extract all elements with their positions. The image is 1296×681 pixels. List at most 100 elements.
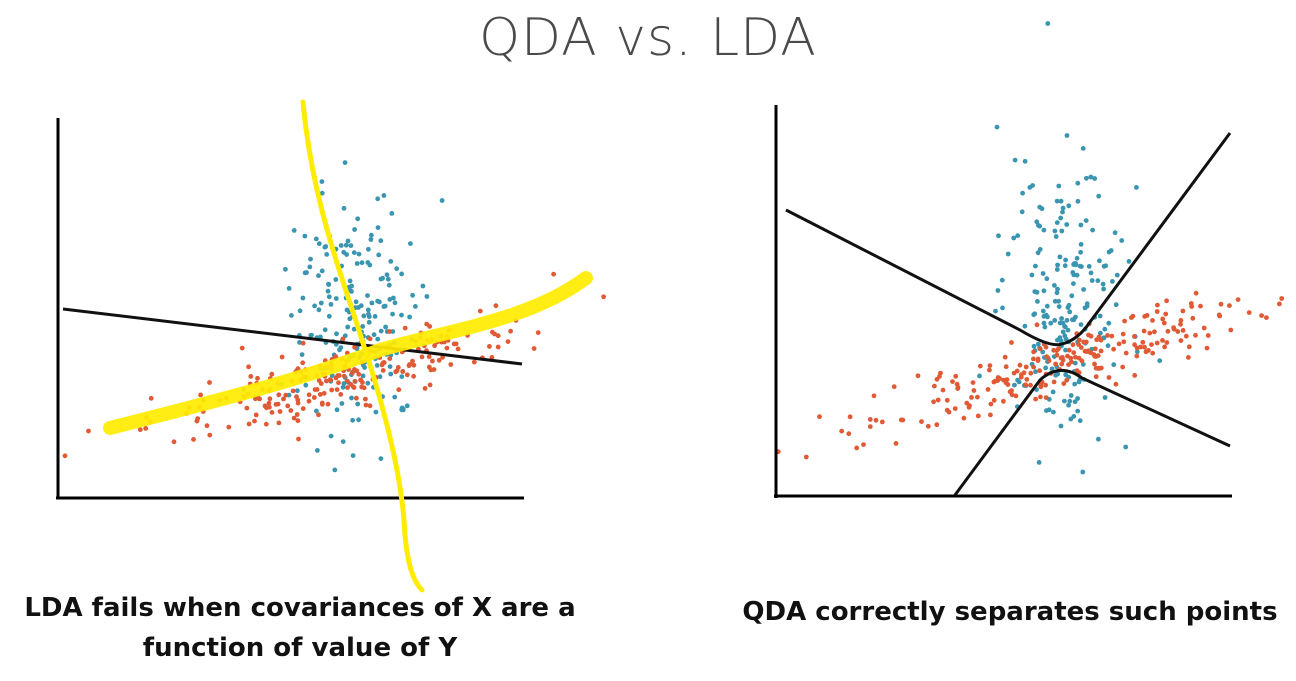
qda-class-a-point <box>1052 228 1058 234</box>
qda-class-b-point <box>1132 342 1137 348</box>
qda-class-b-point <box>1122 318 1127 324</box>
lda-class-b-point <box>601 294 606 300</box>
qda-class-a-point <box>1157 358 1163 364</box>
lda-class-b-point <box>338 392 344 397</box>
qda-class-b-point <box>988 401 994 407</box>
qda-class-b-point <box>1013 393 1019 399</box>
lda-class-a-point <box>378 328 384 334</box>
lda-class-a-point <box>291 228 297 233</box>
qda-class-b-point <box>1009 340 1014 345</box>
lda-class-b-point <box>148 395 154 401</box>
qda-class-b-point <box>891 384 897 390</box>
qda-class-b-point <box>975 413 981 419</box>
qda-class-a-point <box>1050 389 1056 395</box>
qda-class-b-point <box>1147 330 1153 336</box>
qda-class-b-point <box>893 441 899 446</box>
lda-class-a-point <box>369 300 375 306</box>
qda-class-b-point <box>969 395 974 400</box>
qda-class-b-point <box>1037 368 1042 374</box>
lda-class-b-point <box>495 344 501 350</box>
qda-class-b-point <box>1201 325 1207 331</box>
qda-class-a-point <box>1054 220 1060 226</box>
lda-class-a-point <box>408 241 413 247</box>
lda-class-b-point <box>359 384 365 390</box>
qda-class-a-point <box>1089 278 1095 283</box>
lda-class-a-point <box>303 382 309 388</box>
lda-class-a-point <box>323 244 329 249</box>
qda-class-b-point <box>1105 333 1110 338</box>
qda-class-b-point <box>1144 313 1150 318</box>
lda-class-a-point <box>366 246 371 252</box>
lda-class-b-point <box>267 396 273 402</box>
qda-class-b-point <box>803 454 809 460</box>
lda-class-b-point <box>246 364 252 370</box>
lda-class-b-point <box>424 321 430 327</box>
lda-class-b-point <box>427 382 433 388</box>
qda-class-b-point <box>991 379 997 385</box>
qda-class-a-point <box>1119 238 1125 243</box>
qda-class-a-point <box>1053 234 1059 239</box>
lda-class-a-point <box>388 371 394 377</box>
lda-class-a-point <box>324 252 330 257</box>
qda-class-a-point <box>1097 313 1103 319</box>
lda-class-b-point <box>266 400 272 406</box>
qda-class-a-point <box>1041 227 1047 233</box>
lda-class-b-point <box>348 382 354 387</box>
qda-class-b-point <box>1024 377 1030 382</box>
lda-class-b-point <box>367 403 373 409</box>
lda-class-b-point <box>352 367 357 372</box>
qda-class-a-point <box>1081 287 1086 292</box>
lda-class-a-point <box>351 326 357 332</box>
lda-class-a-point <box>332 467 338 473</box>
qda-class-b-point <box>1071 350 1077 355</box>
qda-class-a-point <box>1049 366 1055 372</box>
qda-class-b-point <box>1175 329 1181 334</box>
qda-class-a-point <box>993 308 998 314</box>
lda-class-b-point <box>300 360 306 366</box>
qda-class-b-point <box>988 412 993 418</box>
qda-class-b-point <box>1028 370 1034 376</box>
lda-class-b-point <box>276 392 282 398</box>
lda-class-a-point <box>375 298 380 304</box>
qda-class-a-point <box>1011 235 1017 241</box>
lda-class-b-point <box>336 380 341 386</box>
lda-class-a-point <box>392 394 398 400</box>
lda-class-a-point <box>334 407 340 413</box>
lda-class-a-point <box>366 314 372 320</box>
lda-class-a-point <box>404 403 410 409</box>
lda-class-b-point <box>306 398 312 404</box>
lda-class-a-point <box>351 250 357 256</box>
lda-class-b-point <box>295 418 301 424</box>
lda-class-a-point <box>349 395 354 401</box>
qda-caption: QDA correctly separates such points <box>742 597 1278 627</box>
lda-class-b-point <box>248 374 254 379</box>
lda-class-b-point <box>283 392 289 398</box>
qda-class-b-point <box>1138 344 1143 350</box>
qda-class-b-point <box>1164 298 1169 304</box>
lda-class-b-point <box>381 360 387 365</box>
qda-class-b-point <box>1264 315 1269 320</box>
qda-class-b-point <box>1095 353 1101 359</box>
lda-class-b-point <box>492 331 497 337</box>
qda-class-b-point <box>1130 313 1136 319</box>
lda-class-b-point <box>204 423 210 429</box>
qda-class-b-point <box>1076 337 1082 343</box>
qda-class-a-point <box>1057 254 1063 260</box>
qda-class-a-point <box>1066 203 1072 209</box>
lda-class-a-point <box>371 332 377 338</box>
qda-class-a-point <box>1126 259 1132 264</box>
qda-class-b-point <box>1046 358 1052 364</box>
lda-class-a-point <box>365 307 371 313</box>
qda-class-b-point <box>1003 380 1009 386</box>
qda-class-b-point <box>1096 334 1102 340</box>
qda-class-a-point <box>994 124 1000 130</box>
lda-class-a-point <box>360 373 366 379</box>
qda-class-b-point <box>1178 338 1184 343</box>
qda-class-a-point <box>1062 263 1068 269</box>
lda-class-a-point <box>365 380 371 386</box>
qda-class-b-point <box>1132 373 1138 378</box>
qda-class-b-point <box>1164 340 1170 345</box>
qda-class-a-point <box>1066 402 1071 408</box>
lda-class-a-point <box>299 352 305 357</box>
